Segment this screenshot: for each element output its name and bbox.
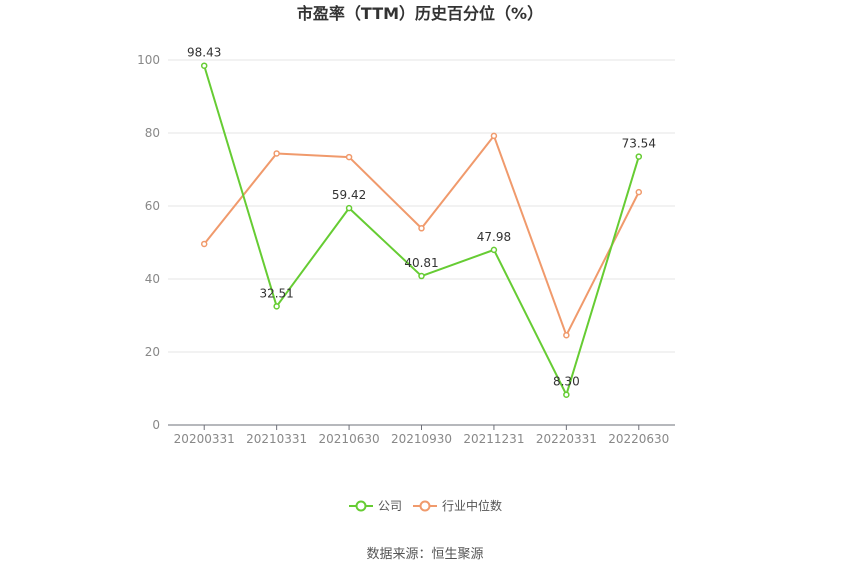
data-point xyxy=(563,391,570,398)
data-point xyxy=(345,153,353,161)
y-tick-label: 40 xyxy=(145,272,160,286)
data-point xyxy=(200,62,208,69)
x-tick-label: 20220331 xyxy=(536,432,597,446)
series-line xyxy=(203,134,640,337)
legend-label: 行业中位数 xyxy=(442,498,502,513)
data-label: 8.30 xyxy=(553,375,580,389)
data-label: 40.81 xyxy=(404,256,438,270)
grid xyxy=(168,59,675,353)
series-company: 98.43 32.51 59.42 40.81 47.98 8.30 73.54 xyxy=(187,46,656,398)
legend-label: 公司 xyxy=(378,499,402,513)
data-point xyxy=(635,188,643,196)
x-tick-label: 20210630 xyxy=(319,432,380,446)
data-point xyxy=(200,240,208,248)
data-label: 59.42 xyxy=(332,188,366,202)
legend-marker xyxy=(355,500,367,512)
source-note: 数据来源：恒生聚源 xyxy=(366,547,483,562)
x-tick-label: 20220630 xyxy=(608,432,669,446)
y-tick-label: 20 xyxy=(145,345,160,359)
series-group: 98.43 32.51 59.42 40.81 47.98 8.30 73.54 xyxy=(187,46,656,398)
data-point xyxy=(490,132,498,140)
data-point xyxy=(273,303,280,310)
chart-title: 市盈率（TTM）历史百分位（%） xyxy=(297,4,543,23)
data-label: 47.98 xyxy=(477,230,511,244)
data-label: 32.51 xyxy=(259,286,293,300)
legend[interactable]: 公司 行业中位数 xyxy=(349,498,502,513)
data-point xyxy=(490,246,498,254)
y-tick-label: 60 xyxy=(145,199,160,213)
data-label: 98.43 xyxy=(187,46,221,60)
data-point xyxy=(273,150,280,157)
y-tick-label: 100 xyxy=(137,53,160,67)
legend-item-company[interactable]: 公司 xyxy=(349,499,402,513)
y-tick-label: 0 xyxy=(152,418,160,432)
legend-item-industry[interactable]: 行业中位数 xyxy=(413,498,502,513)
axes: 0 20 40 60 80 100 20200331 20210331 20210630 2021… xyxy=(137,53,675,446)
series-industry xyxy=(200,132,643,339)
x-tick-label: 20210331 xyxy=(246,432,307,446)
data-point xyxy=(635,153,643,160)
y-tick-label: 80 xyxy=(145,126,160,140)
data-point xyxy=(418,272,425,280)
data-point xyxy=(345,204,353,212)
data-point xyxy=(563,331,570,339)
legend-marker xyxy=(419,500,431,512)
x-tick-label: 20211231 xyxy=(463,432,524,446)
x-tick-label: 20200331 xyxy=(174,432,235,446)
data-point xyxy=(418,225,425,232)
data-label: 73.54 xyxy=(622,137,656,151)
x-tick-label: 20210930 xyxy=(391,432,452,446)
